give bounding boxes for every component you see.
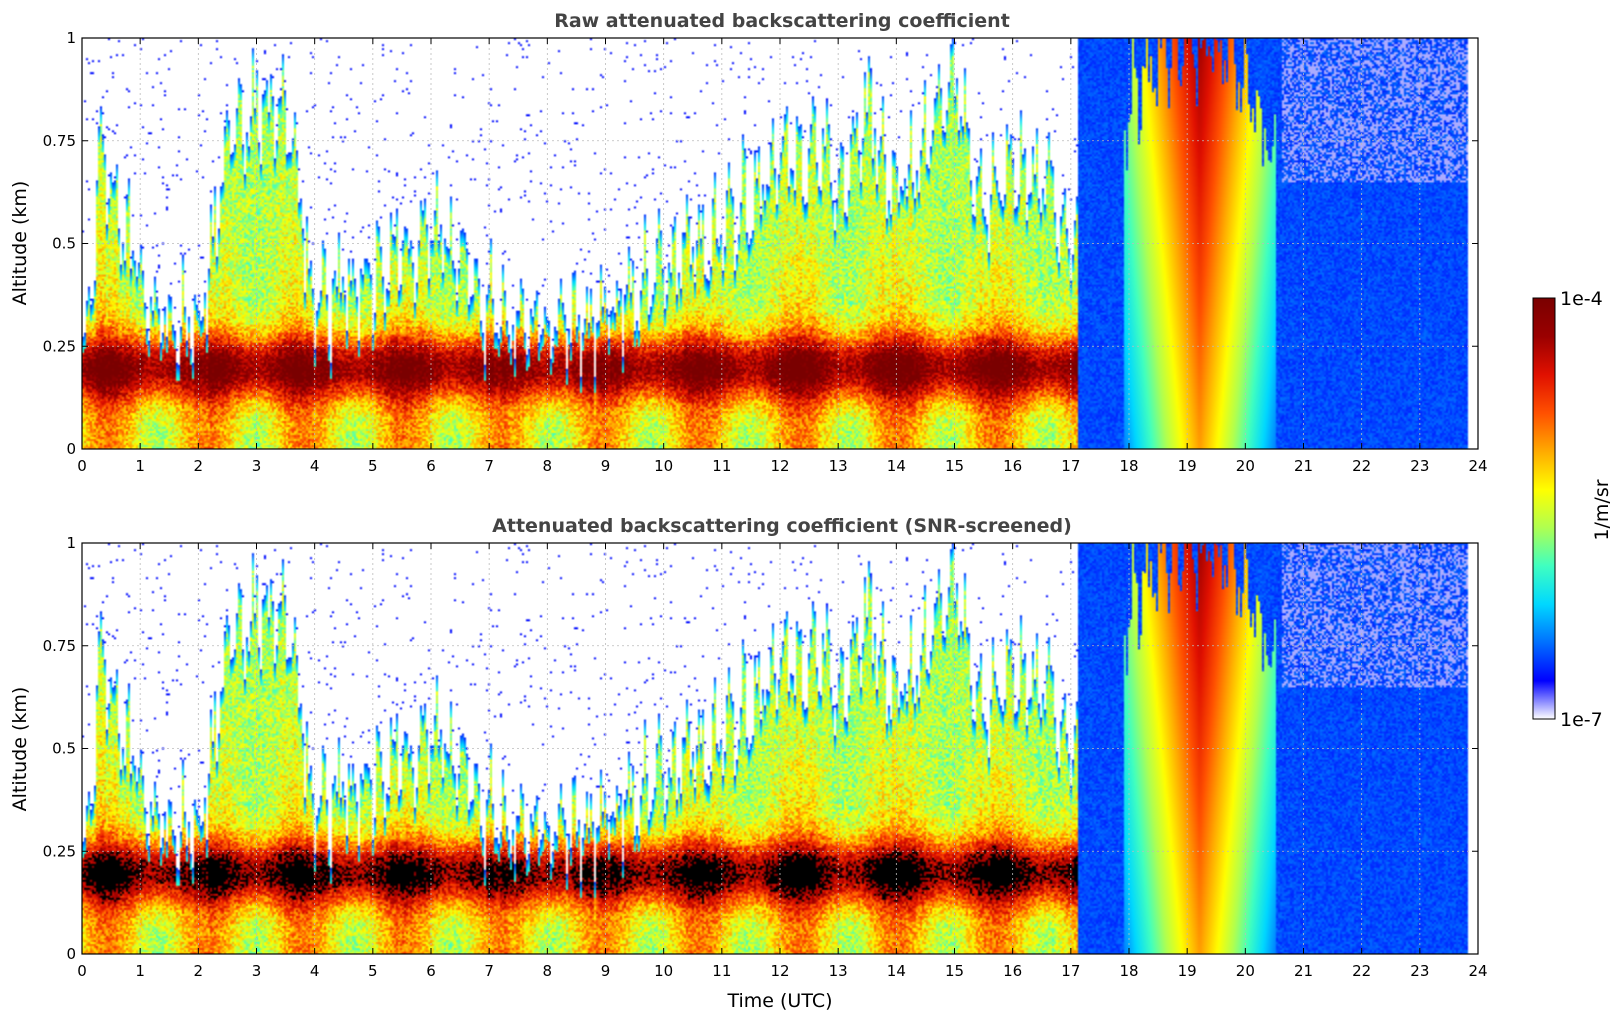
x-tick-label: 7: [484, 457, 494, 475]
raw-panel-title: Raw attenuated backscattering coefficien…: [554, 10, 1010, 32]
x-tick-label: 1: [135, 457, 145, 475]
x-tick-label: 6: [426, 962, 436, 980]
x-tick-label: 0: [77, 457, 87, 475]
colorbar-gradient: [1532, 297, 1556, 720]
raw-y-axis-label: Altitude (km): [9, 181, 31, 306]
x-tick-label: 3: [252, 962, 262, 980]
x-tick-label: 4: [310, 962, 320, 980]
x-tick-label: 24: [1468, 457, 1487, 475]
x-tick-label: 17: [1061, 962, 1080, 980]
screened-panel-title: Attenuated backscattering coefficient (S…: [492, 515, 1072, 537]
x-tick-label: 16: [1003, 457, 1022, 475]
screened-y-axis-label: Altitude (km): [9, 687, 31, 812]
x-tick-label: 17: [1061, 457, 1080, 475]
raw-y-ticks: 0 0.25 0.5 0.75 1: [43, 29, 1478, 458]
x-tick-label: 20: [1236, 962, 1255, 980]
x-tick-label: 21: [1294, 457, 1313, 475]
x-tick-label: 1: [135, 962, 145, 980]
x-tick-label: 14: [887, 457, 906, 475]
x-tick-label: 0: [77, 962, 87, 980]
y-tick-label: 0: [66, 945, 76, 963]
x-tick-label: 18: [1119, 962, 1138, 980]
colorbar-min-label: 1e-7: [1560, 709, 1603, 731]
y-tick-label: 0.25: [43, 337, 76, 355]
x-axis-label: Time (UTC): [726, 990, 832, 1012]
raw-x-ticks: 0 1 2 3 4 5 6 7 8 9 10 11 12 13 14 15 16 17 18 19 20 21 22 23 24: [77, 38, 1488, 475]
x-tick-label: 14: [887, 962, 906, 980]
x-tick-label: 12: [770, 962, 789, 980]
y-tick-label: 0.5: [52, 740, 76, 758]
x-tick-label: 3: [252, 457, 262, 475]
x-tick-label: 9: [601, 457, 611, 475]
screened-y-ticks: 0 0.25 0.5 0.75 1: [43, 534, 1478, 963]
x-tick-label: 5: [368, 457, 378, 475]
x-tick-label: 12: [770, 457, 789, 475]
x-tick-label: 20: [1236, 457, 1255, 475]
x-tick-label: 19: [1178, 962, 1197, 980]
x-tick-label: 11: [712, 962, 731, 980]
y-tick-label: 1: [66, 534, 76, 552]
x-tick-label: 23: [1410, 962, 1429, 980]
y-tick-label: 0.5: [52, 235, 76, 253]
x-tick-label: 5: [368, 962, 378, 980]
x-tick-label: 13: [829, 962, 848, 980]
x-tick-label: 6: [426, 457, 436, 475]
colorbar-unit-label: 1/m/sr: [1591, 479, 1613, 540]
raw-backscatter-panel: Raw attenuated backscattering coefficien…: [9, 10, 1488, 475]
x-tick-label: 22: [1352, 962, 1371, 980]
x-tick-label: 10: [654, 962, 673, 980]
x-tick-label: 2: [194, 457, 204, 475]
screened-backscatter-panel: Attenuated backscattering coefficient (S…: [9, 515, 1488, 1012]
x-tick-label: 7: [484, 962, 494, 980]
y-tick-label: 0.75: [43, 637, 76, 655]
x-tick-label: 8: [543, 962, 553, 980]
x-tick-label: 15: [945, 457, 964, 475]
screened-x-ticks: 0 1 2 3 4 5 6 7 8 9 10 11 12 13 14 15 16 17 18 19 20 21 22 23 24: [77, 543, 1488, 980]
screened-gridlines: [81, 542, 1479, 955]
colorbar: 1e-4 1e-7 1/m/sr: [1532, 288, 1613, 731]
x-tick-label: 19: [1178, 457, 1197, 475]
x-tick-label: 24: [1468, 962, 1487, 980]
x-tick-label: 8: [543, 457, 553, 475]
y-tick-label: 0: [66, 440, 76, 458]
y-tick-label: 0.25: [43, 842, 76, 860]
x-tick-label: 10: [654, 457, 673, 475]
x-tick-label: 18: [1119, 457, 1138, 475]
x-tick-label: 15: [945, 962, 964, 980]
y-tick-label: 0.75: [43, 132, 76, 150]
x-tick-label: 11: [712, 457, 731, 475]
x-tick-label: 22: [1352, 457, 1371, 475]
x-tick-label: 9: [601, 962, 611, 980]
colorbar-max-label: 1e-4: [1560, 288, 1603, 310]
x-tick-label: 21: [1294, 962, 1313, 980]
x-tick-label: 16: [1003, 962, 1022, 980]
x-tick-label: 2: [194, 962, 204, 980]
x-tick-label: 23: [1410, 457, 1429, 475]
y-tick-label: 1: [66, 29, 76, 47]
x-tick-label: 13: [829, 457, 848, 475]
x-tick-label: 4: [310, 457, 320, 475]
